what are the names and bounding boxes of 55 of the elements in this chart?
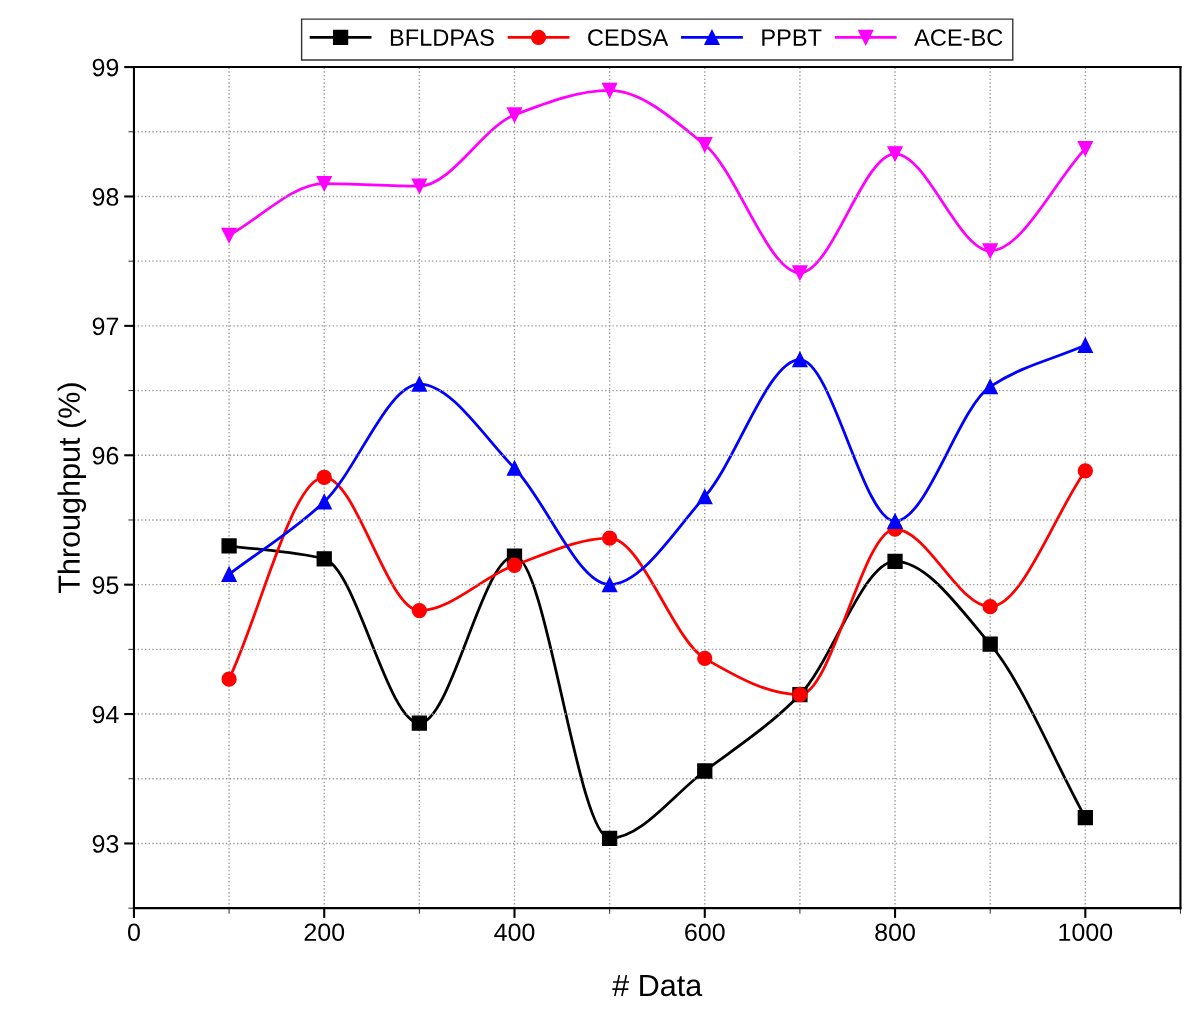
point bbox=[982, 636, 998, 652]
point bbox=[221, 671, 237, 687]
legend-label: CEDSA bbox=[588, 29, 669, 46]
point bbox=[316, 494, 332, 510]
point bbox=[887, 513, 903, 529]
point bbox=[982, 243, 998, 259]
x-tick-label: 0 bbox=[127, 923, 140, 942]
point bbox=[221, 538, 237, 554]
point bbox=[1077, 337, 1093, 353]
point bbox=[601, 577, 618, 593]
point bbox=[411, 715, 428, 731]
y-tick-label: 94 bbox=[92, 705, 119, 724]
legend-label: BFLDPAS bbox=[390, 29, 494, 46]
point bbox=[316, 175, 332, 192]
point bbox=[316, 469, 332, 485]
point bbox=[601, 530, 618, 546]
y-tick-label: 98 bbox=[92, 188, 119, 206]
point bbox=[411, 178, 428, 194]
x-tick-label: 1000 bbox=[1059, 923, 1113, 942]
point bbox=[887, 146, 903, 162]
point bbox=[601, 830, 618, 846]
point bbox=[1077, 809, 1093, 826]
y-tick-label: 95 bbox=[92, 576, 119, 594]
point bbox=[887, 553, 903, 570]
point bbox=[601, 82, 618, 99]
point bbox=[792, 351, 808, 368]
point bbox=[221, 227, 237, 243]
y-tick-label: 96 bbox=[92, 446, 119, 465]
y-tick-label: 99 bbox=[92, 58, 119, 77]
x-tick-label: 800 bbox=[875, 923, 915, 942]
x-tick-label: 400 bbox=[494, 923, 535, 942]
point bbox=[1077, 140, 1093, 157]
x-tick-label: 200 bbox=[304, 923, 345, 942]
point bbox=[1077, 463, 1093, 479]
point bbox=[792, 265, 808, 281]
point bbox=[697, 650, 713, 667]
x-tick-label: 600 bbox=[685, 923, 725, 942]
y-axis-title: Throughput (%) bbox=[57, 383, 87, 594]
y-tick-label: 93 bbox=[92, 835, 119, 853]
legend-label: ACE-BC bbox=[914, 29, 1003, 46]
point bbox=[697, 137, 713, 153]
point bbox=[221, 566, 237, 582]
point bbox=[411, 602, 428, 619]
point bbox=[411, 376, 428, 392]
point bbox=[506, 107, 523, 123]
point bbox=[982, 599, 998, 615]
point bbox=[982, 379, 998, 395]
y-tick-label: 97 bbox=[92, 317, 119, 336]
point bbox=[697, 763, 713, 779]
point bbox=[506, 557, 523, 573]
point bbox=[697, 489, 713, 505]
legend-label: PPBT bbox=[762, 29, 822, 46]
point bbox=[316, 551, 332, 567]
point bbox=[506, 460, 523, 476]
x-axis-title: # Data bbox=[612, 974, 703, 997]
